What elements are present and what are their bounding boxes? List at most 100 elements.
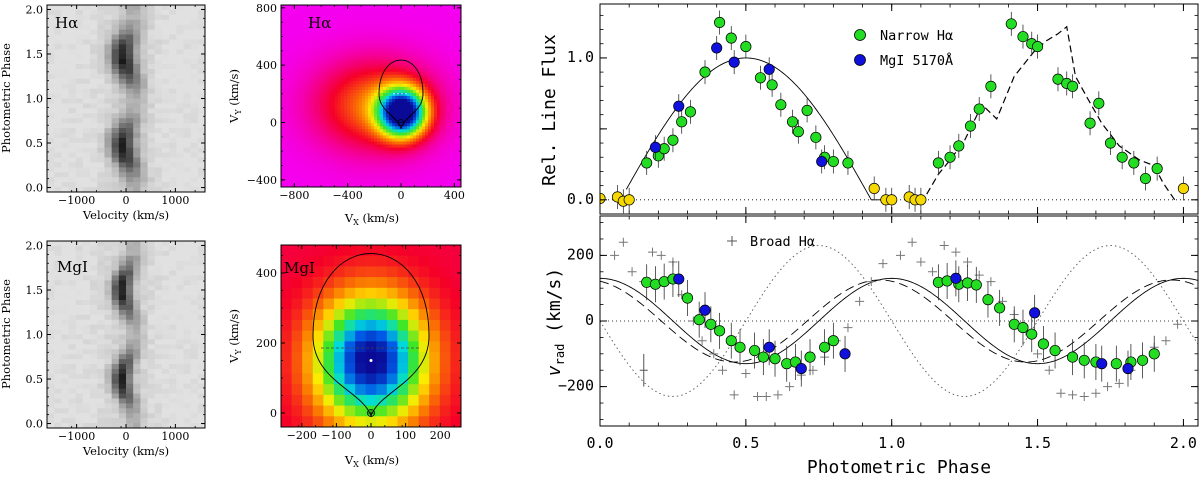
pixel (198, 79, 206, 85)
pixel (104, 25, 112, 31)
pixel (335, 151, 339, 155)
pixel (407, 169, 411, 173)
pixel (437, 111, 441, 115)
pixel (422, 157, 426, 161)
pixel (61, 64, 69, 70)
pixel (419, 181, 423, 185)
pixel (413, 172, 417, 176)
pixel (443, 11, 447, 15)
pixel (401, 5, 405, 9)
pixel (386, 84, 390, 88)
pixel (347, 81, 351, 85)
pixel (69, 138, 77, 144)
pixel (434, 60, 438, 64)
pixel (329, 63, 333, 67)
pixel (362, 35, 366, 39)
pixel (293, 102, 297, 106)
pixel (191, 251, 199, 257)
pixel (371, 87, 375, 91)
pixel (425, 111, 429, 115)
pixel (335, 75, 339, 79)
pixel (455, 126, 459, 130)
pixel (290, 157, 294, 161)
pixel (191, 290, 199, 296)
pixel (449, 175, 453, 179)
pixel (119, 320, 127, 326)
pixel (422, 11, 426, 15)
pixel (104, 246, 112, 252)
pixel (290, 123, 294, 127)
pixel (419, 163, 423, 167)
pixel (140, 158, 148, 164)
pixel (183, 158, 191, 164)
pixel (443, 84, 447, 88)
pixel (434, 117, 438, 121)
pixel (356, 35, 360, 39)
pixel (437, 66, 441, 70)
pixel (344, 32, 348, 36)
pixel (299, 129, 303, 133)
pixel (61, 325, 69, 331)
pixel (371, 63, 375, 67)
pixel (323, 47, 327, 51)
pixel (284, 169, 288, 173)
pixel (293, 51, 297, 55)
pixel (443, 129, 447, 133)
pixel (299, 105, 303, 109)
pixel (183, 271, 191, 277)
pixel (338, 126, 342, 130)
pixel (428, 84, 432, 88)
pixel (76, 290, 84, 296)
pixel (140, 241, 148, 247)
pixel (293, 142, 297, 146)
pixel (380, 51, 384, 55)
pixel (287, 166, 291, 170)
pixel (104, 128, 112, 134)
pixel (61, 251, 69, 257)
pixel (392, 163, 396, 167)
pixel (183, 69, 191, 75)
pixel (389, 172, 393, 176)
pixel (386, 60, 390, 64)
pixel (76, 74, 84, 80)
pixel (335, 172, 339, 176)
pixel (305, 96, 309, 100)
pixel (443, 163, 447, 167)
pixel (112, 172, 120, 178)
pixel (176, 320, 184, 326)
pixel (119, 44, 127, 50)
pixel (112, 64, 120, 70)
pixel (83, 54, 91, 60)
pixel (290, 69, 294, 73)
pixel (104, 84, 112, 90)
pixel (353, 151, 357, 155)
pixel (395, 47, 399, 51)
pixel (443, 51, 447, 55)
pixel (344, 163, 348, 167)
pixel (47, 108, 55, 114)
pixel (398, 172, 402, 176)
pixel (389, 84, 393, 88)
pixel (407, 123, 411, 127)
pixel (443, 63, 447, 67)
pixel (386, 163, 390, 167)
pixel (112, 44, 120, 50)
pixel (401, 142, 405, 146)
pixel (90, 261, 98, 267)
pixel (446, 75, 450, 79)
pixel (281, 172, 285, 176)
pixel (359, 166, 363, 170)
pixel (416, 142, 420, 146)
pixel (368, 160, 372, 164)
pixel (437, 163, 441, 167)
pixel (176, 251, 184, 257)
pixel (368, 63, 372, 67)
pixel (314, 87, 318, 91)
pixel (386, 105, 390, 109)
pixel (350, 108, 354, 112)
pixel (332, 41, 336, 45)
pixel (452, 87, 456, 91)
pixel (407, 148, 411, 152)
pixel (395, 129, 399, 133)
pixel (162, 182, 170, 188)
